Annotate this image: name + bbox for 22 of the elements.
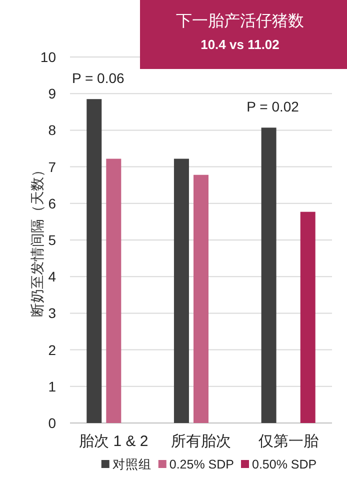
y-tick-label: 5 xyxy=(48,232,56,248)
x-tick-label: 胎次 1 & 2 xyxy=(79,433,148,450)
chart-title: 下一胎产活仔猪数 xyxy=(176,12,304,30)
annotation: P = 0.06 xyxy=(72,70,124,86)
annotation: P = 0.02 xyxy=(246,98,300,115)
x-tick-label: 所有胎次 xyxy=(171,433,231,450)
chart-subtitle: 10.4 vs 11.02 xyxy=(200,37,280,52)
legend-label: 0.25% SDP xyxy=(169,458,234,472)
y-tick-label: 3 xyxy=(48,305,56,322)
y-tick-label: 7 xyxy=(48,158,56,175)
legend-label: 对照组 xyxy=(112,458,152,472)
y-tick-label: 4 xyxy=(48,268,56,285)
y-axis-title: 断奶至发情间隔（天数） xyxy=(29,163,45,317)
x-tick-label: 仅第一胎 xyxy=(258,433,318,450)
y-tick-label: 2 xyxy=(48,342,56,358)
y-tick-label: 8 xyxy=(48,122,56,138)
legend-label: 0.50% SDP xyxy=(252,458,317,472)
y-tick-label: 0 xyxy=(48,415,56,431)
y-tick-label: 6 xyxy=(48,195,56,212)
y-tick-label: 1 xyxy=(48,378,56,394)
y-tick-label: 9 xyxy=(48,86,56,102)
y-tick-label: 10 xyxy=(40,49,56,65)
